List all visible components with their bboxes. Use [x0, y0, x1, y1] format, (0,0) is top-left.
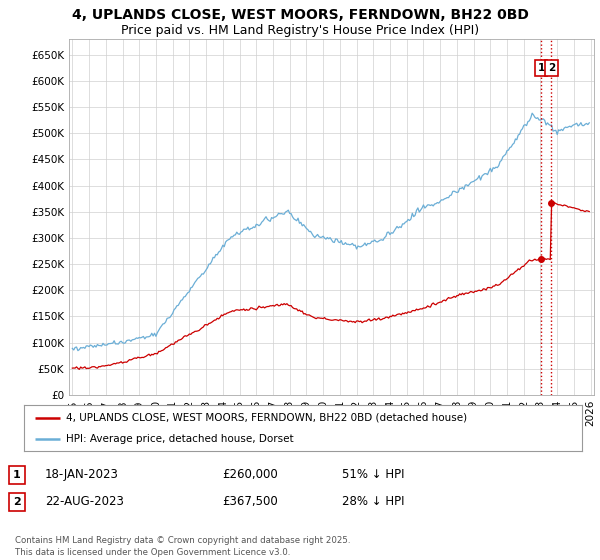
Text: £367,500: £367,500 [222, 495, 278, 508]
Text: £260,000: £260,000 [222, 468, 278, 482]
Text: 2: 2 [548, 63, 555, 73]
Text: 4, UPLANDS CLOSE, WEST MOORS, FERNDOWN, BH22 0BD: 4, UPLANDS CLOSE, WEST MOORS, FERNDOWN, … [71, 8, 529, 22]
Text: 18-JAN-2023: 18-JAN-2023 [45, 468, 119, 482]
Text: Price paid vs. HM Land Registry's House Price Index (HPI): Price paid vs. HM Land Registry's House … [121, 24, 479, 36]
Text: 28% ↓ HPI: 28% ↓ HPI [342, 495, 404, 508]
Text: 1: 1 [13, 470, 20, 480]
Text: 51% ↓ HPI: 51% ↓ HPI [342, 468, 404, 482]
Text: 2: 2 [13, 497, 20, 507]
Text: HPI: Average price, detached house, Dorset: HPI: Average price, detached house, Dors… [66, 435, 293, 444]
Text: 1: 1 [538, 63, 545, 73]
Text: 4, UPLANDS CLOSE, WEST MOORS, FERNDOWN, BH22 0BD (detached house): 4, UPLANDS CLOSE, WEST MOORS, FERNDOWN, … [66, 413, 467, 423]
Text: 22-AUG-2023: 22-AUG-2023 [45, 495, 124, 508]
Text: Contains HM Land Registry data © Crown copyright and database right 2025.
This d: Contains HM Land Registry data © Crown c… [15, 536, 350, 557]
